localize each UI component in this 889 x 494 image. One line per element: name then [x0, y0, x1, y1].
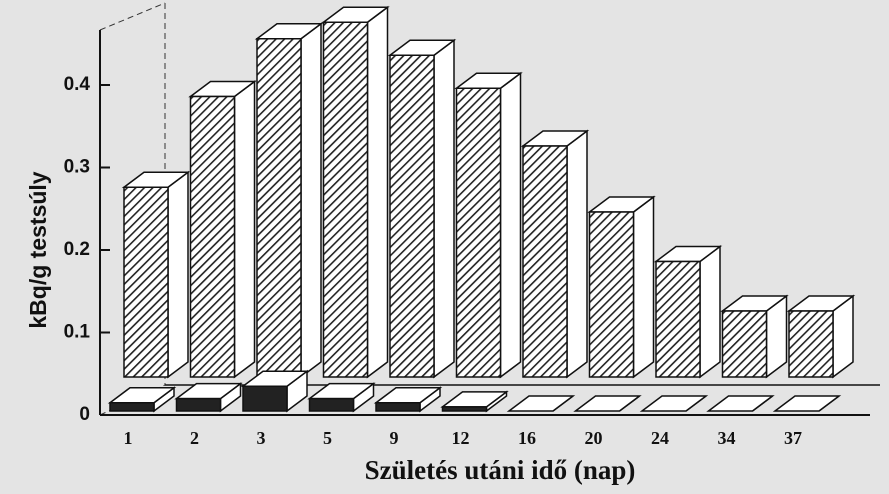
x-tick-label: 20	[585, 428, 603, 448]
bar-side	[233, 80, 256, 379]
y-tick-label: 0.2	[64, 239, 90, 260]
bar	[189, 95, 236, 378]
bar	[322, 21, 369, 378]
y-tick-label: 0	[79, 404, 90, 425]
bar	[522, 145, 568, 378]
x-tick-label: 34	[718, 428, 736, 448]
bar-side	[167, 170, 189, 379]
bar-side	[300, 22, 322, 379]
bar-top	[573, 395, 642, 412]
bar-side	[433, 38, 455, 379]
x-tick-label: 37	[784, 428, 802, 448]
y-tick-label: 0.4	[64, 74, 91, 95]
bar	[109, 402, 155, 412]
bar-side	[699, 245, 721, 379]
bar-top	[706, 395, 775, 412]
x-tick-label: 24	[651, 428, 669, 448]
x-tick-label: 2	[190, 428, 199, 448]
bar	[123, 186, 169, 378]
bar	[242, 385, 288, 412]
wall-edge	[99, 2, 166, 31]
bar	[175, 397, 222, 412]
bar	[588, 211, 635, 378]
bar-side	[632, 195, 655, 379]
y-tick-label: 0.3	[64, 157, 90, 178]
x-tick-label: 3	[257, 428, 266, 448]
bar-top	[440, 391, 509, 408]
bar	[455, 87, 502, 378]
x-tick-label: 16	[518, 428, 536, 448]
y-axis-label: kBq/g testsúly	[25, 171, 51, 328]
x-tick-label: 1	[124, 428, 133, 448]
bar	[441, 406, 488, 412]
x-tick-label: 5	[323, 428, 332, 448]
x-tick-label: 12	[452, 428, 470, 448]
bar-top	[506, 395, 576, 412]
bar	[788, 310, 834, 378]
bar	[256, 38, 302, 378]
bar-side	[566, 129, 588, 379]
y-tick-label: 0.1	[64, 322, 91, 343]
bar	[655, 260, 701, 378]
bar	[721, 310, 768, 378]
bar	[389, 54, 435, 378]
bar-top	[639, 395, 709, 412]
bar	[375, 402, 421, 412]
bar-side	[499, 71, 522, 379]
bar-side	[366, 5, 389, 379]
x-axis-label: Születés utáni idő (nap)	[365, 455, 636, 485]
bar	[308, 397, 355, 412]
bar-top	[772, 395, 842, 412]
x-tick-label: 9	[390, 428, 399, 448]
